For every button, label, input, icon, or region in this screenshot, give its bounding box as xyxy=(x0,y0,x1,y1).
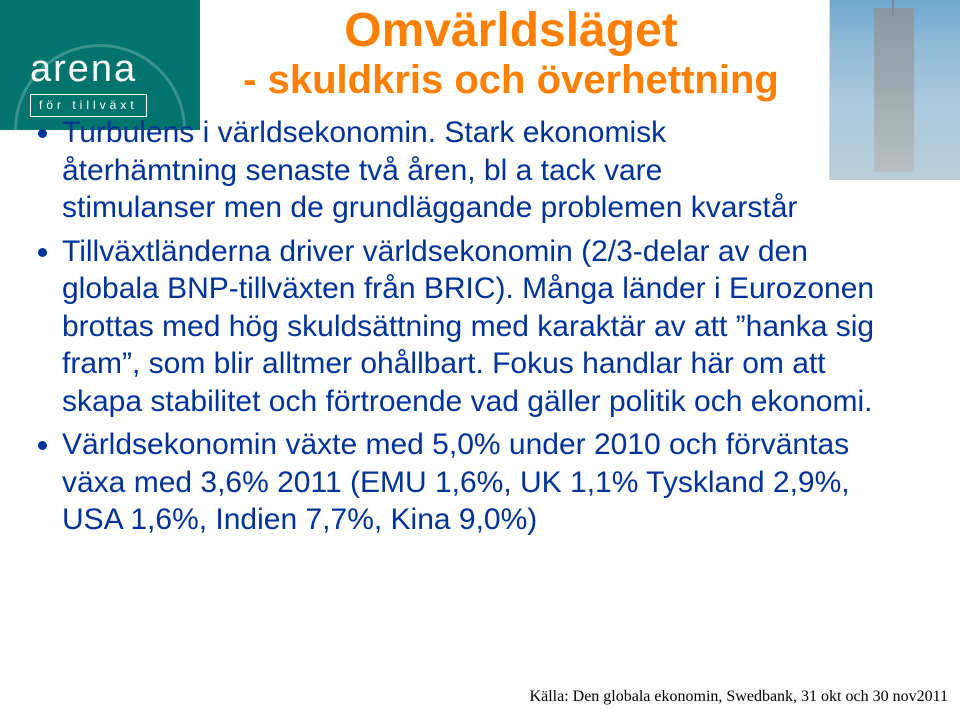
bullet-list-container: Turbulens i världsekonomin. Stark ekonom… xyxy=(36,114,920,545)
logo-wordmark: arena xyxy=(30,48,137,91)
list-item: Turbulens i världsekonomin. Stark ekonom… xyxy=(62,114,920,227)
list-item: Världsekonomin växte med 5,0% under 2010… xyxy=(62,426,920,539)
slide-subtitle: - skuldkris och överhettning xyxy=(200,58,822,102)
logo-tagline: för tillväxt xyxy=(39,98,138,112)
list-item: Tillväxtländerna driver världsekonomin (… xyxy=(62,233,920,421)
title-block: Omvärldsläget - skuldkris och överhettni… xyxy=(200,6,822,102)
slide-title: Omvärldsläget xyxy=(200,6,822,56)
source-citation: Källa: Den globala ekonomin, Swedbank, 3… xyxy=(530,688,948,706)
brand-logo: arena för tillväxt xyxy=(0,0,200,130)
slide: arena för tillväxt Omvärldsläget - skuld… xyxy=(0,0,960,716)
bullet-list: Turbulens i världsekonomin. Stark ekonom… xyxy=(36,114,920,539)
